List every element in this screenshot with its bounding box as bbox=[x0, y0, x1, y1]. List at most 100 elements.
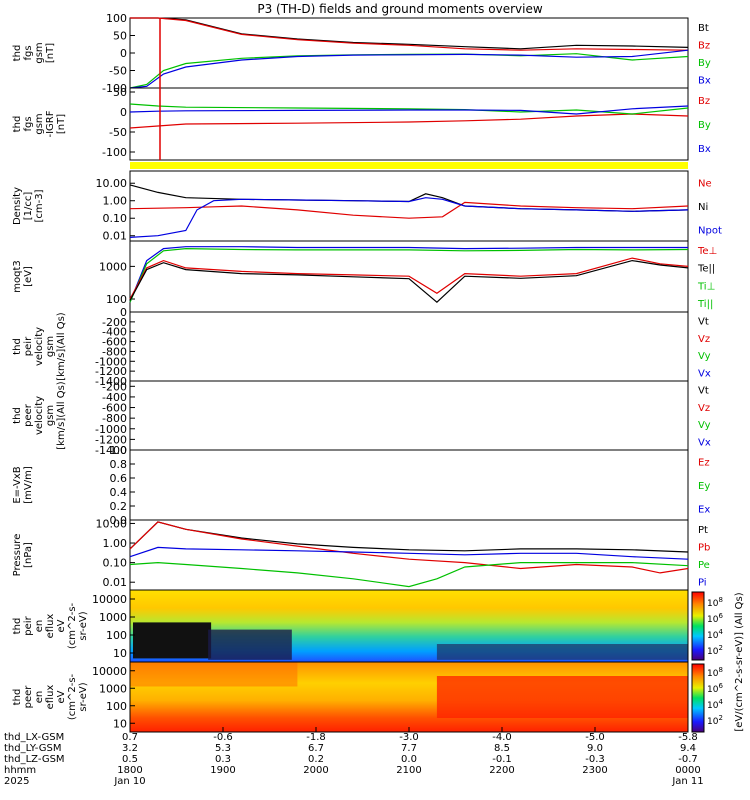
series-line bbox=[129, 201, 689, 219]
y-tick-label: 10 bbox=[113, 717, 127, 730]
y-tick-label: -400 bbox=[102, 391, 127, 404]
colorbar-lower bbox=[691, 663, 705, 733]
y-tick-label: 100 bbox=[106, 293, 127, 306]
y-tick-label: -1200 bbox=[95, 433, 127, 446]
y-axis-label-line: gsm bbox=[34, 42, 45, 63]
y-axis-label-line: -IGRF bbox=[45, 110, 56, 137]
y-tick-label: -1000 bbox=[95, 355, 127, 368]
y-axis-label-line: peer bbox=[23, 685, 34, 709]
legend-item: Pt bbox=[698, 525, 708, 536]
legend-item: Pi bbox=[698, 577, 707, 588]
series-line bbox=[129, 521, 689, 574]
colorbar-tick: 104 bbox=[707, 698, 723, 711]
legend-item: Pb bbox=[698, 542, 710, 553]
legend-item: Ni bbox=[698, 202, 708, 213]
y-tick-label: 0.10 bbox=[103, 557, 128, 570]
y-axis-label-line: eV bbox=[56, 690, 67, 703]
y-axis-label-line: thd bbox=[12, 45, 23, 62]
colorbar-tick: 106 bbox=[707, 612, 723, 625]
y-axis-label-line: thd bbox=[12, 618, 23, 635]
legend-item: Vx bbox=[698, 368, 711, 379]
legend-item: Vt bbox=[698, 317, 709, 328]
panel-frame bbox=[129, 170, 689, 242]
y-axis-label-line: eV bbox=[56, 619, 67, 632]
y-tick-label: 0.8 bbox=[110, 458, 128, 471]
heatmap-hot-region bbox=[436, 676, 688, 718]
series-line bbox=[129, 105, 689, 115]
x-tick-value: 9.4 bbox=[680, 743, 696, 754]
x-row-label: thd_LZ-GSM bbox=[4, 754, 65, 765]
x-tick-value: 0.0 bbox=[401, 754, 417, 765]
x-row-label: thd_LY-GSM bbox=[4, 743, 61, 754]
y-tick-label: 0.01 bbox=[103, 230, 128, 243]
colorbar-tick: 108 bbox=[707, 666, 723, 679]
legend-item: Vy bbox=[698, 351, 711, 362]
series-line bbox=[129, 197, 689, 238]
series-line bbox=[129, 113, 689, 129]
colorbar-tick-exp: 2 bbox=[718, 714, 722, 722]
y-axis-label-line: sr-eV) bbox=[78, 611, 89, 640]
y-axis-label-line: sr-eV) bbox=[78, 682, 89, 711]
y-tick-label: -200 bbox=[102, 380, 127, 393]
series-line bbox=[129, 546, 689, 560]
y-tick-label: 100 bbox=[106, 12, 127, 25]
x-tick-value: 2000 bbox=[303, 765, 328, 776]
colorbar-tick: 104 bbox=[707, 628, 723, 641]
legend-item: Bx bbox=[698, 75, 711, 86]
series-line bbox=[129, 259, 689, 304]
panel-9: 10000 1000 100 10 thd peir en eflux eV (cm^2-s-sr… bbox=[12, 589, 689, 663]
series-line bbox=[129, 49, 689, 89]
colorbar-tick: 102 bbox=[707, 714, 723, 727]
legend-item: Te⊥ bbox=[697, 246, 717, 257]
y-axis-label-line: gsm bbox=[45, 336, 56, 357]
heatmap-dark-region bbox=[133, 622, 212, 659]
y-tick-label: 0 bbox=[120, 306, 127, 319]
y-axis-label-line: [km/s](All Qs) bbox=[56, 381, 67, 449]
heatmap-warm-region bbox=[130, 662, 298, 687]
x-tick-value: 6.7 bbox=[308, 743, 324, 754]
y-tick-label: 0.0 bbox=[110, 514, 128, 527]
legend-item: Bz bbox=[698, 96, 710, 107]
x-tick-value: 7.7 bbox=[401, 743, 417, 754]
x-tick-value: 9.0 bbox=[587, 743, 603, 754]
colorbar-tick-exp: 2 bbox=[718, 644, 722, 652]
panel-7: 1.00.80.60.40.20.0 E=-VxB [mV/m] Ez Ey Ex bbox=[12, 444, 710, 527]
x-tick-value: 3.2 bbox=[122, 743, 138, 754]
legend-item: Vx bbox=[698, 437, 711, 448]
x-row-label: 2025 bbox=[4, 776, 29, 787]
panel-frame bbox=[129, 17, 689, 89]
y-axis-label-line: peir bbox=[23, 615, 34, 635]
y-axis-label-line: [eV] bbox=[23, 266, 34, 287]
series-line bbox=[129, 53, 689, 89]
panel-frame bbox=[129, 380, 689, 451]
legend-item: Vy bbox=[698, 420, 711, 431]
panel-6: -200-400-600-800-1000-1200-1400 thd peer ve… bbox=[12, 380, 711, 457]
y-axis-label-line: (cm^2-s- bbox=[67, 602, 78, 649]
x-tick-value: 2300 bbox=[582, 765, 607, 776]
y-tick-label: -100 bbox=[102, 82, 127, 95]
panel-frame bbox=[129, 311, 689, 382]
panel-frame bbox=[129, 449, 689, 521]
panel-8: 10.00 1.00 0.10 0.01 Pressure [nPa] Pt Pb Pe Pi bbox=[12, 517, 710, 591]
series-line bbox=[129, 561, 689, 588]
colorbar-tick: 108 bbox=[707, 596, 723, 609]
x-tick-value: 1800 bbox=[117, 765, 142, 776]
panel-frame bbox=[129, 87, 689, 161]
y-axis-label-line: Pressure bbox=[12, 534, 23, 577]
x-tick-value: -5.8 bbox=[678, 732, 698, 743]
x-tick-value: 0000 bbox=[675, 765, 700, 776]
panel-2: 50 0 -50 -100 thd fgs gsm -IGRF [nT] Bz By Bx bbox=[12, 86, 711, 161]
heatmap-dark-region bbox=[208, 629, 292, 660]
legend-item: Vz bbox=[698, 334, 710, 345]
y-axis-label-line: thd bbox=[12, 116, 23, 133]
y-axis-label-line: [nT] bbox=[56, 114, 67, 134]
x-tick-value: 2100 bbox=[396, 765, 421, 776]
y-tick-label: 1000 bbox=[99, 682, 127, 695]
y-tick-label: -1200 bbox=[95, 365, 127, 378]
series-line bbox=[130, 17, 689, 51]
y-tick-label: 50 bbox=[113, 86, 127, 99]
y-axis-label-line: [nT] bbox=[45, 43, 56, 63]
colorbar-tick-exp: 8 bbox=[718, 666, 722, 674]
